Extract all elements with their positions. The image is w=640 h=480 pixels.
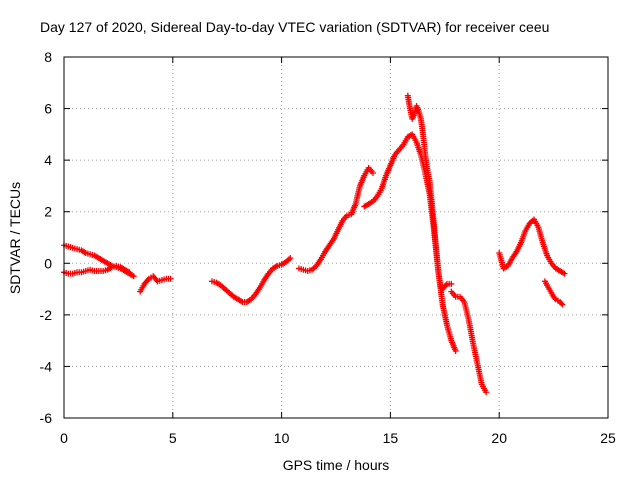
grid	[64, 57, 608, 418]
series	[296, 164, 376, 275]
y-axis-label: SDTVAR / TECUs	[7, 182, 23, 294]
data-point	[144, 277, 151, 284]
data-point	[287, 255, 294, 262]
x-tick-label: 25	[600, 430, 616, 446]
y-tick-label: -6	[40, 410, 53, 426]
series	[496, 216, 568, 277]
x-tick-labels: 0 5 10 15 20 25	[60, 430, 616, 446]
data-point	[559, 301, 566, 308]
series	[208, 255, 294, 305]
series	[404, 92, 455, 293]
series	[361, 131, 459, 354]
data-point	[483, 389, 490, 396]
chart-title: Day 127 of 2020, Sidereal Day-to-day VTE…	[40, 19, 549, 35]
y-tick-label: 2	[44, 204, 52, 220]
data-point	[448, 280, 455, 287]
series	[541, 278, 566, 308]
x-tick-label: 5	[169, 430, 177, 446]
y-tick-label: 0	[44, 255, 52, 271]
y-tick-label: 6	[44, 101, 52, 117]
data-point	[558, 300, 565, 307]
x-tick-label: 10	[274, 430, 290, 446]
data-point	[126, 269, 133, 276]
data-points	[61, 92, 568, 396]
x-tick-label: 20	[491, 430, 507, 446]
x-axis-label: GPS time / hours	[283, 457, 390, 473]
data-point	[167, 275, 174, 282]
y-tick-label: -4	[40, 358, 53, 374]
y-tick-labels: -6 -4 -2 0 2 4 6 8	[40, 49, 53, 426]
data-point	[561, 270, 568, 277]
x-tick-label: 0	[60, 430, 68, 446]
data-point	[369, 170, 376, 177]
x-tick-label: 15	[383, 430, 399, 446]
series	[137, 273, 174, 295]
axis-ticks	[63, 56, 609, 419]
series	[61, 262, 133, 277]
data-point	[442, 282, 449, 289]
y-tick-label: 8	[44, 49, 52, 65]
y-tick-label: 4	[44, 152, 52, 168]
plot-frame	[63, 56, 609, 419]
data-point	[452, 347, 459, 354]
y-tick-label: -2	[40, 307, 53, 323]
series	[448, 288, 490, 396]
data-point	[551, 295, 558, 302]
data-point	[130, 273, 137, 280]
